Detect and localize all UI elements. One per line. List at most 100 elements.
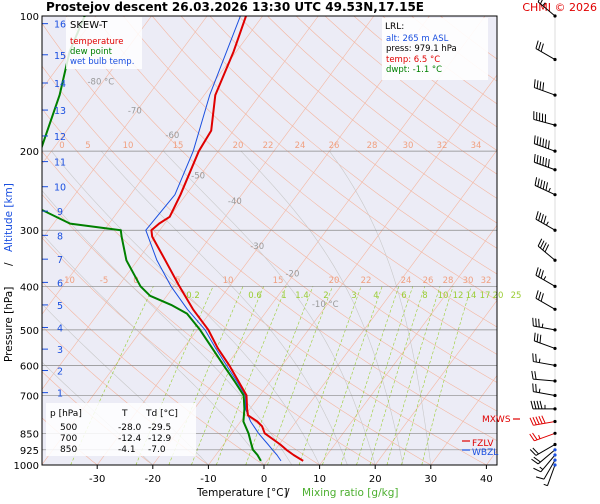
altitude-tick-label: 2	[57, 367, 63, 378]
pressure-tick-label: 500	[20, 326, 39, 337]
wind-barb-station-dot	[553, 328, 556, 331]
wind-barb-feather	[533, 353, 534, 361]
theta-label-mid: 26	[423, 276, 434, 286]
wind-barb-station-dot	[553, 58, 556, 61]
mixing-ratio-label: 4	[373, 291, 378, 301]
theta-label-mid: 28	[443, 276, 454, 286]
mixing-ratio-label: 3	[351, 291, 356, 301]
marker-wbzl: WBZL	[472, 448, 498, 458]
temp-tick-label: 0	[261, 474, 267, 485]
wind-barb-half-feather	[540, 467, 543, 470]
mixing-ratio-label: 1	[281, 291, 286, 301]
altitude-tick-label: 9	[57, 207, 63, 218]
altitude-tick-label: 13	[54, 106, 66, 117]
theta-label-mid: 32	[481, 276, 492, 286]
altitude-tick-label: 1	[57, 389, 63, 400]
theta-label-top: 10	[123, 141, 134, 151]
wind-barb-station-dot	[553, 150, 556, 153]
pressure-tick-label: 700	[20, 391, 39, 402]
wind-barb-station-dot	[553, 420, 556, 423]
isotherm-label: -70	[128, 107, 142, 117]
altitude-tick-label: 8	[57, 231, 63, 242]
lrl-dwpt: dwpt: -1.1 °C	[386, 65, 442, 75]
wind-barb-station-dot	[553, 379, 556, 382]
wind-barb-station-dot	[553, 193, 556, 196]
x-axis-title-sep: /	[286, 487, 290, 499]
theta-label-top: 15	[173, 141, 184, 151]
level-table-cell: -28.0	[118, 423, 142, 433]
legend-dewpoint: dew point	[70, 47, 113, 57]
level-table-cell: -4.1	[118, 445, 136, 455]
theta-label-top: 32	[437, 141, 448, 151]
isotherm-label: -60	[165, 131, 179, 141]
level-table-cell: -7.0	[148, 445, 166, 455]
theta-label-top: 20	[233, 141, 244, 151]
lrl-heading: LRL:	[385, 22, 404, 32]
wind-barb-station-dot	[553, 448, 556, 451]
wind-barb-feather	[533, 318, 534, 326]
mixing-ratio-label: 12	[453, 291, 464, 301]
wind-barb-station-dot	[553, 124, 556, 127]
theta-label-mid: 24	[401, 276, 412, 286]
altitude-tick-label: 12	[54, 132, 66, 143]
mixing-ratio-label: 17	[480, 291, 491, 301]
wind-barb-station-dot	[553, 453, 556, 456]
y-axis-title-sep: /	[3, 262, 15, 266]
theta-label-top: 22	[263, 141, 274, 151]
mixing-ratio-label: 8	[422, 291, 427, 301]
wind-barb-station-dot	[553, 364, 556, 367]
legend-wetbulb: wet bulb temp.	[70, 57, 134, 67]
pressure-tick-label: 850	[20, 429, 39, 440]
theta-label-top: 26	[329, 141, 340, 151]
wind-barb-station-dot	[553, 463, 556, 466]
mixing-ratio-label: 10	[438, 291, 449, 301]
temp-tick-label: 40	[480, 474, 493, 485]
wind-barb-feather	[533, 468, 540, 472]
wind-barb-half-feather	[542, 324, 543, 328]
temp-tick-label: 30	[424, 474, 437, 485]
level-table: p [hPa] T Td [°C] 500-28.0-29.5700-12.4-…	[46, 403, 196, 456]
lrl-temp: temp: 6.5 °C	[386, 55, 440, 65]
theta-label-top: 28	[367, 141, 378, 151]
theta-label-mid: 15	[273, 276, 284, 286]
mixing-ratio-label: 1.4	[295, 291, 309, 301]
temp-tick-label: -30	[89, 474, 105, 485]
wind-barb-station-dot	[553, 259, 556, 262]
isotherm-label: -20	[285, 269, 299, 279]
wind-barb-half-feather	[539, 359, 540, 363]
altitude-tick-label: 15	[54, 51, 66, 62]
temp-tick-label: 10	[313, 474, 326, 485]
wind-barb-feather	[533, 383, 534, 391]
wind-barb-station-dot	[553, 14, 556, 17]
level-table-cell: -12.4	[118, 434, 142, 444]
theta-label-top: 24	[295, 141, 306, 151]
chart-title: Prostejov descent 26.03.2026 13:30 UTC 4…	[46, 0, 424, 14]
level-table-cell: 850	[60, 445, 77, 455]
wind-barb-station-dot	[553, 458, 556, 461]
wind-barb-station-dot	[553, 168, 556, 171]
pressure-tick-label: 1000	[14, 461, 39, 472]
isotherm-label: -30	[250, 242, 264, 252]
pressure-tick-label: 100	[20, 12, 39, 23]
level-table-header-t: T	[121, 409, 128, 419]
pressure-tick-label: 300	[20, 226, 39, 237]
temp-tick-label: 20	[369, 474, 382, 485]
theta-label-top: 34	[471, 141, 482, 151]
credit-text: CHMI © 2026	[522, 1, 597, 14]
altitude-tick-label: 4	[57, 323, 63, 334]
level-table-header-p: p [hPa]	[50, 409, 82, 419]
altitude-tick-label: 14	[54, 79, 66, 90]
temp-tick-label: -10	[200, 474, 216, 485]
wind-barb-station-dot	[553, 308, 556, 311]
pressure-tick-label: 600	[20, 361, 39, 372]
altitude-tick-label: 5	[57, 301, 63, 312]
wind-barb-half-feather	[544, 484, 548, 485]
y-axis-title: Pressure [hPa] / Altitude [km]	[3, 183, 15, 362]
altitude-tick-label: 7	[57, 255, 63, 266]
wind-barb-feather	[536, 477, 544, 479]
mixing-ratio-label: 25	[511, 291, 522, 301]
theta-label-mid: -5	[100, 276, 108, 286]
legend-temperature: temperature	[70, 37, 123, 47]
wind-barb-feather	[536, 384, 537, 392]
